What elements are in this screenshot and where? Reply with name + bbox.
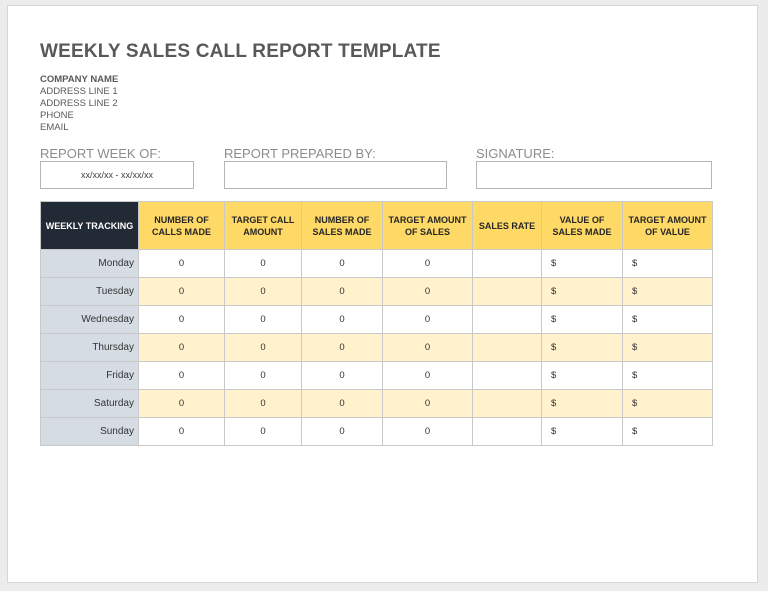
sales-rate-cell[interactable] [472,361,542,390]
target-value-cell[interactable]: $ [622,361,713,390]
target-calls-cell[interactable]: 0 [224,249,302,278]
value-cell[interactable]: $ [541,417,623,446]
target-sales-cell[interactable]: 0 [382,361,473,390]
sales-rate-cell[interactable] [472,249,542,278]
day-cell: Monday [40,249,139,278]
header-sales-rate: SALES RATE [472,201,542,250]
value-cell[interactable]: $ [541,305,623,334]
target-calls-cell[interactable]: 0 [224,417,302,446]
company-name[interactable]: COMPANY NAME [40,74,119,85]
target-calls-cell[interactable]: 0 [224,333,302,362]
table-row: Wednesday 0 0 0 0 $ $ [40,305,713,334]
address-line-2[interactable]: ADDRESS LINE 2 [40,98,118,109]
header-target-amount-of-sales: TARGET AMOUNT OF SALES [382,201,473,250]
sales-rate-cell[interactable] [472,333,542,362]
day-cell: Thursday [40,333,139,362]
target-calls-cell[interactable]: 0 [224,277,302,306]
calls-cell[interactable]: 0 [138,305,225,334]
sales-cell[interactable]: 0 [301,361,383,390]
weekly-tracking-table: WEEKLY TRACKING NUMBER OF CALLS MADE TAR… [40,201,713,446]
day-cell: Sunday [40,417,139,446]
report-week-label: REPORT WEEK OF: [40,146,161,161]
header-target-call-amount: TARGET CALL AMOUNT [224,201,302,250]
company-block: COMPANY NAME ADDRESS LINE 1 ADDRESS LINE… [40,74,118,134]
value-cell[interactable]: $ [541,361,623,390]
company-phone[interactable]: PHONE [40,110,74,121]
signature-label: SIGNATURE: [476,146,555,161]
table-row: Sunday 0 0 0 0 $ $ [40,417,713,446]
calls-cell[interactable]: 0 [138,277,225,306]
target-sales-cell[interactable]: 0 [382,277,473,306]
target-value-cell[interactable]: $ [622,389,713,418]
table-row: Friday 0 0 0 0 $ $ [40,361,713,390]
target-value-cell[interactable]: $ [622,305,713,334]
sales-cell[interactable]: 0 [301,333,383,362]
prepared-by-field[interactable] [224,161,447,189]
target-value-cell[interactable]: $ [622,333,713,362]
sales-cell[interactable]: 0 [301,305,383,334]
calls-cell[interactable]: 0 [138,417,225,446]
address-line-1[interactable]: ADDRESS LINE 1 [40,86,118,97]
sales-rate-cell[interactable] [472,389,542,418]
table-row: Tuesday 0 0 0 0 $ $ [40,277,713,306]
target-calls-cell[interactable]: 0 [224,305,302,334]
header-weekly-tracking: WEEKLY TRACKING [40,201,139,250]
sales-rate-cell[interactable] [472,305,542,334]
target-sales-cell[interactable]: 0 [382,389,473,418]
table-header-row: WEEKLY TRACKING NUMBER OF CALLS MADE TAR… [40,201,713,250]
day-cell: Friday [40,361,139,390]
sales-cell[interactable]: 0 [301,389,383,418]
target-sales-cell[interactable]: 0 [382,249,473,278]
header-target-amount-of-value: TARGET AMOUNT OF VALUE [622,201,713,250]
table-row: Thursday 0 0 0 0 $ $ [40,333,713,362]
target-sales-cell[interactable]: 0 [382,305,473,334]
table-row: Monday 0 0 0 0 $ $ [40,249,713,278]
target-value-cell[interactable]: $ [622,277,713,306]
header-sales-made: NUMBER OF SALES MADE [301,201,383,250]
sales-cell[interactable]: 0 [301,249,383,278]
sales-rate-cell[interactable] [472,417,542,446]
value-cell[interactable]: $ [541,333,623,362]
company-email[interactable]: EMAIL [40,122,69,133]
target-sales-cell[interactable]: 0 [382,333,473,362]
document-page: WEEKLY SALES CALL REPORT TEMPLATE COMPAN… [7,5,758,583]
prepared-by-label: REPORT PREPARED BY: [224,146,376,161]
header-value-of-sales-made: VALUE OF SALES MADE [541,201,623,250]
signature-field[interactable] [476,161,712,189]
value-cell[interactable]: $ [541,277,623,306]
target-calls-cell[interactable]: 0 [224,361,302,390]
sales-rate-cell[interactable] [472,277,542,306]
target-sales-cell[interactable]: 0 [382,417,473,446]
target-value-cell[interactable]: $ [622,249,713,278]
target-value-cell[interactable]: $ [622,417,713,446]
report-week-field[interactable]: xx/xx/xx - xx/xx/xx [40,161,194,189]
calls-cell[interactable]: 0 [138,333,225,362]
document-title: WEEKLY SALES CALL REPORT TEMPLATE [40,41,441,62]
calls-cell[interactable]: 0 [138,249,225,278]
value-cell[interactable]: $ [541,249,623,278]
sales-cell[interactable]: 0 [301,417,383,446]
calls-cell[interactable]: 0 [138,389,225,418]
table-row: Saturday 0 0 0 0 $ $ [40,389,713,418]
target-calls-cell[interactable]: 0 [224,389,302,418]
day-cell: Wednesday [40,305,139,334]
day-cell: Saturday [40,389,139,418]
header-calls-made: NUMBER OF CALLS MADE [138,201,225,250]
value-cell[interactable]: $ [541,389,623,418]
day-cell: Tuesday [40,277,139,306]
sales-cell[interactable]: 0 [301,277,383,306]
calls-cell[interactable]: 0 [138,361,225,390]
